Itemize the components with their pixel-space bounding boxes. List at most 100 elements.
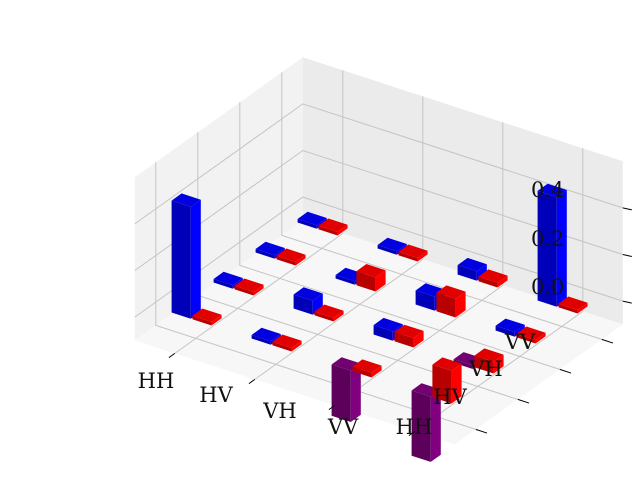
bar-front-face	[234, 285, 254, 296]
bar-front-face	[398, 251, 418, 262]
x-tick-3	[408, 430, 416, 437]
bar-front-face	[335, 275, 355, 285]
z-tick-label-0-4: 0.4	[531, 178, 564, 202]
x-tick-2	[328, 404, 336, 411]
bar-side-face	[211, 314, 222, 326]
bar-top-face	[398, 244, 428, 258]
bar-top-face	[356, 264, 386, 278]
bar-top-face	[474, 348, 504, 362]
x-tick-label-hv: HV	[199, 383, 233, 407]
bar-top-face	[432, 357, 462, 371]
y-tick-0	[475, 428, 488, 434]
bar-side-face	[430, 389, 441, 462]
y-tick-label-hv: HV	[433, 385, 467, 409]
x-tick-label-vv: VV	[327, 415, 359, 439]
bar-front-face	[537, 190, 557, 307]
bar-front-face	[297, 219, 317, 229]
bar-side-face	[556, 190, 567, 307]
bar-front-face	[213, 279, 233, 289]
bar-top-face	[251, 327, 281, 342]
bar-3-1-b	[474, 348, 504, 374]
bar-side-face	[295, 254, 306, 266]
bar-1-2-b	[356, 264, 386, 292]
bar-front-face	[394, 331, 414, 348]
bar-top-face	[213, 271, 243, 286]
y-tick-1	[517, 398, 530, 404]
bar-top-face	[537, 183, 567, 198]
bar-side-face	[493, 354, 504, 374]
bar-front-face	[272, 341, 292, 352]
bar-front-face	[373, 325, 393, 341]
bar-top-face	[272, 334, 302, 348]
bar-front-face	[377, 245, 397, 255]
grid-line-x-1	[254, 96, 424, 380]
bar-front-face	[432, 364, 452, 404]
bar-side-face	[312, 293, 323, 315]
bar-front-face	[276, 255, 296, 266]
grid-line-y-2	[239, 102, 560, 370]
bar-side-face	[190, 199, 201, 319]
bar-front-face	[356, 271, 376, 292]
bar-front-face	[558, 303, 578, 314]
y-tick-label-vv: VV	[504, 330, 536, 354]
y-tick-label-vh: VH	[468, 357, 502, 381]
bar-side-face	[455, 291, 466, 318]
bars	[171, 183, 588, 462]
bar-top-face	[495, 318, 525, 332]
bar-front-face	[474, 355, 494, 374]
bar-side-face	[375, 270, 386, 292]
bar-front-face	[352, 366, 372, 378]
bar-0-0-a	[171, 193, 201, 319]
x-tick-1	[248, 378, 256, 385]
bar-side-face	[417, 250, 428, 262]
bar-front-face	[293, 294, 313, 315]
y-tick-3	[601, 338, 614, 344]
z-tick-0	[622, 300, 632, 304]
grid-line-x-0	[174, 70, 344, 354]
bar-side-face	[291, 340, 302, 352]
bar-front-face	[516, 333, 536, 344]
bar-1-1-b	[314, 304, 344, 322]
x-tick-label-vh: VH	[262, 399, 296, 423]
z-tick-1	[622, 254, 632, 257]
bar-0-3-b	[318, 218, 348, 236]
bar-top-face	[314, 304, 344, 318]
bar-top-face	[436, 285, 466, 299]
grid-line-x-3	[414, 148, 584, 432]
bar-front-face	[318, 225, 338, 236]
bar-front-face	[331, 364, 351, 422]
bar-0-0-b	[192, 308, 222, 326]
bar-top-face	[558, 296, 588, 310]
bar-2-0-b	[352, 359, 382, 378]
bar-3-2-b	[516, 326, 546, 344]
bar-front-face	[192, 315, 212, 326]
bar-side-face	[577, 302, 588, 314]
bar-top-face	[373, 317, 403, 332]
bar-side-face	[451, 363, 462, 404]
bar-front-face	[411, 390, 431, 462]
grid-line-y-0	[155, 162, 476, 430]
bar-top-face	[293, 287, 323, 301]
bar-3-0-a	[411, 383, 441, 462]
bar-3-3-a	[537, 183, 567, 307]
bar-top-face	[318, 218, 348, 232]
z-tick-2	[622, 207, 632, 211]
bar-top-face	[255, 241, 285, 256]
bar-2-3-b	[478, 269, 508, 288]
bar-front-face	[457, 265, 477, 281]
bar-1-1-a	[293, 287, 323, 315]
bar-front-face	[478, 276, 498, 288]
z-tick-label-0-0: 0.0	[531, 275, 564, 299]
bar-front-face	[495, 325, 515, 337]
bar-top-face	[377, 237, 407, 252]
bar-0-2-b	[276, 248, 306, 266]
bar-top-face	[276, 248, 306, 262]
bar-side-face	[535, 332, 546, 344]
bar-top-face	[352, 359, 382, 373]
y-tick-label-hh: HH	[396, 415, 433, 439]
bar-top-face	[192, 308, 222, 322]
bar-front-face	[171, 200, 191, 319]
x-tick-label-hh: HH	[138, 369, 175, 393]
grid-line-z-2	[134, 103, 623, 225]
bar-top-face	[516, 326, 546, 340]
